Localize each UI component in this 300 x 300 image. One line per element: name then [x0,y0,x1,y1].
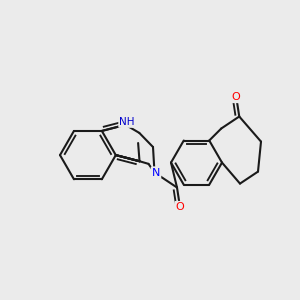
Text: NH: NH [119,117,135,127]
Text: O: O [232,92,241,102]
Text: O: O [176,202,184,212]
Text: N: N [152,167,160,178]
